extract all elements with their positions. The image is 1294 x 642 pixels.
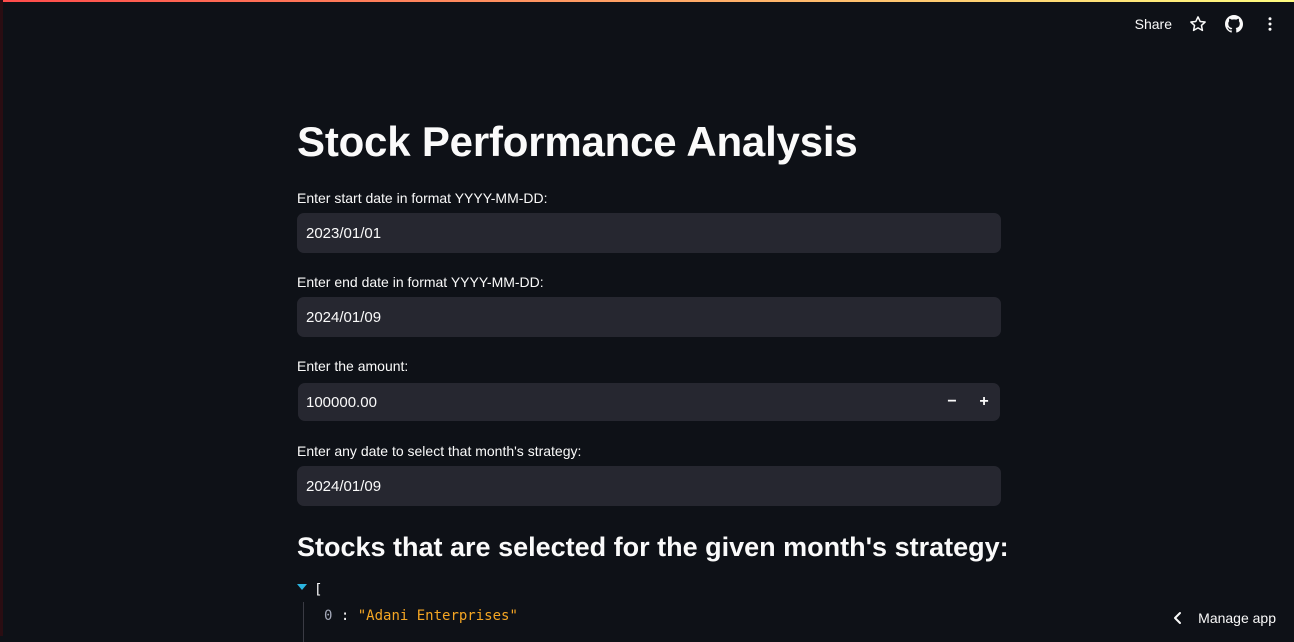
- share-button[interactable]: Share: [1127, 8, 1180, 40]
- json-item-index: 0: [324, 608, 332, 624]
- amount-decrement-button[interactable]: −: [936, 383, 968, 421]
- stocks-section-heading: Stocks that are selected for the given m…: [297, 529, 1009, 565]
- app-header: Share: [1127, 0, 1294, 48]
- page-title: Stock Performance Analysis: [297, 116, 858, 168]
- top-decoration-bar: [0, 0, 1294, 2]
- chevron-left-icon: [1172, 611, 1184, 625]
- start-date-value: 2023/01/01: [306, 225, 381, 242]
- strategy-date-value: 2024/01/09: [306, 478, 381, 495]
- github-button[interactable]: [1216, 8, 1252, 40]
- json-indent-guide: [303, 602, 304, 642]
- share-button-label: Share: [1135, 16, 1172, 32]
- amount-increment-button[interactable]: +: [968, 383, 1000, 421]
- end-date-label: Enter end date in format YYYY-MM-DD:: [297, 274, 544, 290]
- end-date-value: 2024/01/09: [306, 309, 381, 326]
- json-item-value: "Adani Enterprises": [358, 608, 518, 624]
- strategy-date-input[interactable]: 2024/01/09: [297, 466, 1001, 506]
- start-date-input[interactable]: 2023/01/01: [297, 213, 1001, 253]
- more-vertical-icon: [1261, 15, 1279, 33]
- start-date-label: Enter start date in format YYYY-MM-DD:: [297, 190, 548, 206]
- json-list-item: 0 : "Adani Enterprises": [324, 608, 518, 624]
- end-date-input[interactable]: 2024/01/09: [297, 297, 1001, 337]
- json-collapse-toggle-icon[interactable]: [297, 584, 307, 590]
- main-menu-button[interactable]: [1252, 8, 1288, 40]
- amount-label: Enter the amount:: [297, 358, 408, 374]
- github-icon: [1225, 15, 1243, 33]
- strategy-date-label: Enter any date to select that month's st…: [297, 443, 581, 459]
- json-open-bracket: [: [314, 582, 322, 598]
- json-colon: :: [341, 608, 358, 624]
- manage-app-label: Manage app: [1198, 610, 1276, 626]
- manage-app-button[interactable]: Manage app: [1172, 610, 1276, 626]
- star-icon: [1189, 15, 1207, 33]
- amount-number-input: 100000.00 − +: [298, 383, 1000, 421]
- star-button[interactable]: [1180, 8, 1216, 40]
- left-edge: [0, 0, 3, 636]
- amount-input[interactable]: 100000.00: [298, 394, 936, 411]
